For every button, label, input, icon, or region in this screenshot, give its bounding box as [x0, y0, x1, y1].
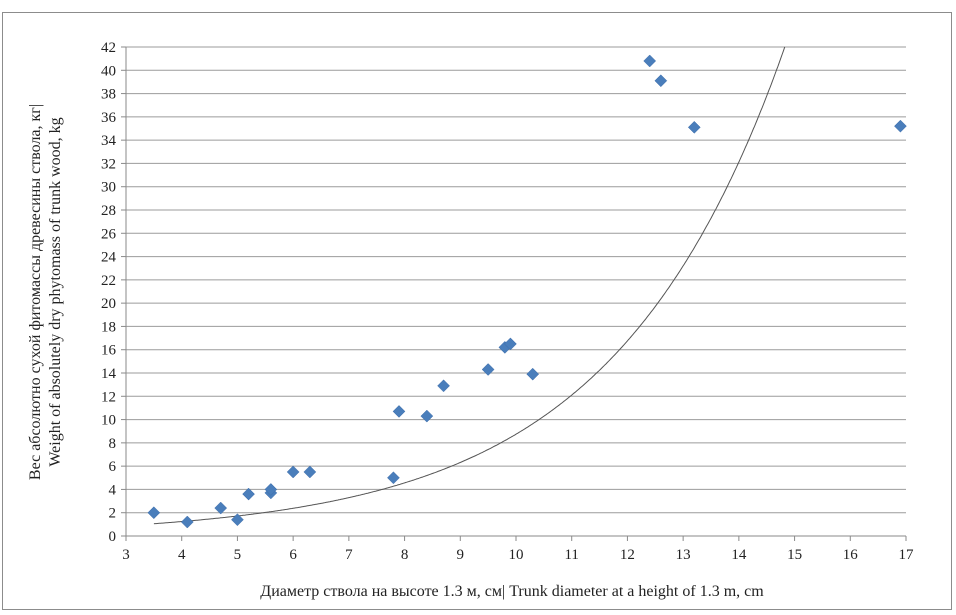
x-tick-label-16: 16: [843, 547, 859, 563]
data-point-13: [437, 379, 450, 393]
trend-line: [153, 46, 786, 525]
data-point-18: [643, 54, 657, 68]
x-tick-label-4: 4: [178, 547, 186, 563]
data-point-2: [180, 515, 194, 529]
x-tick-label-5: 5: [234, 547, 242, 563]
y-tick-label-40: 40: [101, 63, 116, 79]
y-tick-label-2: 2: [109, 506, 117, 522]
y-tick-label-14: 14: [101, 366, 117, 382]
x-tick-label-12: 12: [620, 547, 635, 563]
axes: [121, 46, 907, 541]
data-point-16: [504, 337, 517, 351]
data-point-14: [481, 363, 495, 376]
data-points: [147, 54, 907, 529]
x-tick-label-15: 15: [787, 547, 802, 563]
data-point-7: [264, 483, 278, 496]
y-tick-label-20: 20: [101, 296, 116, 312]
x-tick-label-7: 7: [345, 547, 353, 563]
data-point-11: [392, 405, 406, 418]
y-tick-label-32: 32: [101, 156, 116, 172]
data-point-10: [387, 471, 400, 485]
data-point-8: [286, 465, 300, 479]
y-tick-label-38: 38: [101, 87, 116, 103]
y-tick-label-4: 4: [109, 482, 117, 498]
y-tick-label-26: 26: [101, 226, 117, 242]
y-tick-label-10: 10: [101, 413, 116, 429]
y-tick-label-36: 36: [101, 110, 117, 126]
y-tick-label-30: 30: [101, 180, 116, 196]
data-point-1: [147, 506, 161, 520]
x-tick-label-10: 10: [509, 547, 524, 563]
y-tick-label-8: 8: [109, 436, 117, 452]
y-tick-label-24: 24: [101, 250, 117, 266]
y-tick-label-22: 22: [101, 273, 116, 289]
data-point-9: [303, 465, 317, 479]
x-tick-label-17: 17: [899, 547, 915, 563]
y-tick-label-42: 42: [101, 40, 116, 56]
x-axis-title: Диаметр ствола на высоте 1.3 м, см| Trun…: [260, 583, 764, 600]
x-tick-label-9: 9: [457, 547, 465, 563]
data-point-12: [420, 409, 434, 423]
y-tick-label-28: 28: [101, 203, 116, 219]
y-tick-label-12: 12: [101, 389, 116, 405]
x-tick-label-8: 8: [401, 547, 409, 563]
y-tick-label-6: 6: [109, 459, 117, 475]
data-point-20: [687, 120, 701, 134]
x-tick-label-14: 14: [731, 547, 747, 563]
grid-lines: [126, 46, 906, 514]
y-axis-title-line-1: Вес абсолютно сухой фитомассы древесины …: [27, 104, 44, 480]
data-point-5: [242, 487, 255, 501]
data-point-17: [526, 367, 540, 381]
y-tick-label-34: 34: [101, 133, 117, 149]
x-tick-label-11: 11: [564, 547, 578, 563]
data-point-21: [894, 119, 907, 133]
data-point-19: [654, 74, 668, 88]
x-tick-label-3: 3: [122, 547, 130, 563]
data-point-3: [214, 501, 228, 515]
y-tick-label-18: 18: [101, 319, 116, 335]
x-tick-label-13: 13: [676, 547, 691, 563]
y-axis-title-line-2: Weight of absolutely dry phytomass of tr…: [47, 117, 64, 466]
data-point-4: [231, 513, 244, 527]
chart-frame: [2, 12, 952, 610]
y-tick-label-16: 16: [101, 343, 117, 359]
x-tick-labels: 3 4 5 6 7 8 9 10 11 12 13 14 15 16 17: [122, 547, 914, 563]
x-tick-label-6: 6: [289, 547, 297, 563]
y-tick-label-0: 0: [109, 529, 117, 545]
